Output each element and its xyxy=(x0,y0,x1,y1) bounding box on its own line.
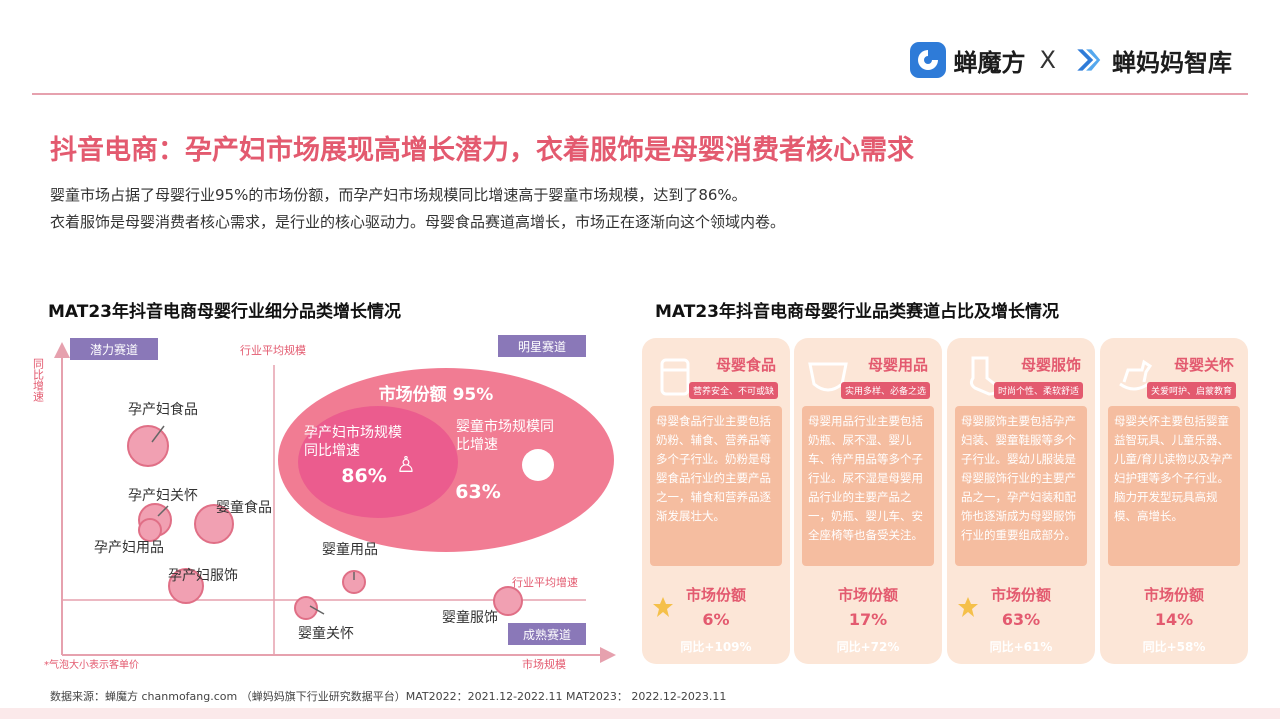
header-logos: 蝉魔方 X 蝉妈妈智库 xyxy=(909,38,1232,82)
card-growth: 同比+109% xyxy=(680,640,752,654)
card-share-value: 17% xyxy=(848,610,888,629)
description-line-2: 衣着服饰是母婴消费者核心需求，是行业的核心驱动力。母婴食品赛道高增长，市场正在逐… xyxy=(50,213,786,231)
card-share-value: 63% xyxy=(1001,610,1041,629)
card-name: 母婴关怀 xyxy=(1173,356,1234,374)
chanmama-logo-icon xyxy=(1070,42,1104,78)
page-title: 抖音电商：孕产妇市场展现高增长潜力，衣着服饰是母婴消费者核心需求 xyxy=(50,135,914,166)
card-name: 母婴用品 xyxy=(867,356,928,374)
tag-mature-bg xyxy=(508,623,586,645)
maternal-growth-label-wrap: 孕产妇市场规模同比增速 xyxy=(304,425,402,459)
tag-potential-bg xyxy=(70,338,158,360)
chanmofang-logo-icon xyxy=(909,42,946,78)
card-share-label: 市场份额 xyxy=(990,586,1051,604)
bubble-pointer xyxy=(151,425,165,443)
card-description: 母婴食品行业主要包括奶粉、辅食、营养品等多个子行业。奶粉是母婴食品行业的主要产品… xyxy=(650,406,782,566)
card-header: 母婴服饰 时尚个性、柔软舒适 xyxy=(955,348,1087,404)
chart-note: *气泡大小表示客单价 xyxy=(44,658,139,671)
stroller-icon: ♙ xyxy=(396,453,416,478)
card-growth: 同比+72% xyxy=(836,640,900,654)
card-share-label: 市场份额 xyxy=(685,586,746,604)
bubble-infant-food xyxy=(194,504,234,544)
infant-growth-label-wrap: 婴童市场规模同比增速 xyxy=(456,419,554,453)
card-name: 母婴服饰 xyxy=(1020,356,1081,374)
bubble-label-maternal-food: 孕产妇食品 xyxy=(128,401,198,418)
tag-star: 明星赛道 xyxy=(518,339,566,354)
growth-bubble-chart: 潜力赛道 明星赛道 成熟赛道 同比增速 行业平均规模 行业平均增速 市场规模 *… xyxy=(32,335,616,671)
card-share-value: 6% xyxy=(702,610,730,629)
avg-growth-label: 行业平均增速 xyxy=(512,575,578,589)
card-maternal-food: 母婴食品 营养安全、不可或缺 母婴食品行业主要包括奶粉、辅食、营养品等多个子行业… xyxy=(642,338,790,664)
y-axis-label: 同比增速 xyxy=(32,358,45,402)
tag-mature: 成熟赛道 xyxy=(523,627,571,642)
card-tag: 营养安全、不可或缺 xyxy=(688,382,778,399)
logo-chanmama-text: 蝉妈妈智库 xyxy=(1112,48,1232,77)
bubble-infant-goods xyxy=(342,570,366,594)
right-panel-title: MAT23年抖音电商母婴行业品类赛道占比及增长情况 xyxy=(655,302,1060,322)
card-description: 母婴用品行业主要包括奶瓶、尿不湿、婴儿车、待产用品等多个子行业。尿不湿是母婴用品… xyxy=(802,406,934,566)
card-maternal-goods: 母婴用品 实用多样、必备之选 母婴用品行业主要包括奶瓶、尿不湿、婴儿车、待产用品… xyxy=(794,338,942,664)
card-description: 母婴服饰主要包括孕产妇装、婴童鞋服等多个子行业。婴幼儿服装是母婴服饰行业的主要产… xyxy=(955,406,1087,566)
card-maternal-care: 母婴关怀 关爱呵护、启蒙教育 母婴关怀主要包括婴童益智玩具、儿童乐器、儿童/育儿… xyxy=(1100,338,1248,664)
bubble-infant-apparel xyxy=(493,586,523,616)
card-header: 母婴用品 实用多样、必备之选 xyxy=(802,348,934,404)
market-share-label: 市场份额 95% xyxy=(379,384,494,405)
bubble-maternal-goods xyxy=(138,518,162,542)
bubble-pointer xyxy=(157,505,169,517)
card-maternal-apparel: 母婴服饰 时尚个性、柔软舒适 母婴服饰主要包括孕产妇装、婴童鞋服等多个子行业。婴… xyxy=(947,338,1095,664)
card-growth: 同比+58% xyxy=(1142,640,1206,654)
bubble-maternal-food xyxy=(127,425,169,467)
card-header: 母婴食品 营养安全、不可或缺 xyxy=(650,348,782,404)
avg-scale-label: 行业平均规模 xyxy=(240,343,306,357)
data-source-note: 数据来源：蝉魔方 chanmofang.com （蝉妈妈旗下行业研究数据平台）M… xyxy=(50,690,727,703)
card-name: 母婴食品 xyxy=(715,356,776,374)
card-growth: 同比+61% xyxy=(989,640,1053,654)
baby-icon xyxy=(522,449,554,481)
tag-star-bg xyxy=(498,335,586,357)
card-header: 母婴关怀 关爱呵护、启蒙教育 xyxy=(1108,348,1240,404)
bubble-pointer xyxy=(309,605,325,615)
milk-bottle-icon xyxy=(660,358,690,396)
bubble-label-infant-care: 婴童关怀 xyxy=(298,625,354,642)
infant-growth-value: 63% xyxy=(455,481,500,503)
maternal-growth-label: 孕产妇市场规模同比增速 xyxy=(304,425,402,459)
star-icon xyxy=(958,597,978,617)
footer-band xyxy=(0,708,1280,719)
card-share-label: 市场份额 xyxy=(1143,586,1204,604)
card-share-value: 14% xyxy=(1154,610,1194,629)
card-tag: 时尚个性、柔软舒适 xyxy=(993,382,1083,399)
maternal-growth-value: 86% xyxy=(341,465,386,487)
left-chart-title: MAT23年抖音电商母婴行业细分品类增长情况 xyxy=(48,302,402,322)
card-tag: 关爱呵护、启蒙教育 xyxy=(1146,382,1236,399)
bubble-label-maternal-apparel: 孕产妇服饰 xyxy=(168,567,238,584)
bubble-maternal-apparel xyxy=(168,568,204,604)
card-description: 母婴关怀主要包括婴童益智玩具、儿童乐器、儿童/育儿读物以及孕产妇护理等多个子行业… xyxy=(1108,406,1240,566)
rocking-horse-icon xyxy=(1119,359,1153,391)
tag-potential: 潜力赛道 xyxy=(90,342,138,357)
bubble-label-maternal-goods: 孕产妇用品 xyxy=(94,539,164,556)
header-divider xyxy=(32,93,1248,95)
maternal-market-ellipse xyxy=(298,406,458,518)
bubble-infant-care xyxy=(294,596,318,620)
bubble-label-infant-goods: 婴童用品 xyxy=(322,541,378,558)
bubble-label-infant-food: 婴童食品 xyxy=(216,499,272,516)
bubble-label-infant-apparel: 婴童服饰 xyxy=(442,609,498,626)
logo-separator: X xyxy=(1039,46,1056,74)
logo-chanmofang-text: 蝉魔方 xyxy=(953,48,1026,77)
card-share-label: 市场份额 xyxy=(837,586,898,604)
infant-growth-label: 婴童市场规模同比增速 xyxy=(456,419,554,453)
card-tag: 实用多样、必备之选 xyxy=(840,382,930,399)
star-icon xyxy=(653,597,673,617)
bubble-label-maternal-care: 孕产妇关怀 xyxy=(128,487,198,504)
x-axis-label: 市场规模 xyxy=(522,657,566,671)
description-line-1: 婴童市场占据了母婴行业95%的市场份额，而孕产妇市场规模同比增速高于婴童市场规模… xyxy=(50,186,747,204)
